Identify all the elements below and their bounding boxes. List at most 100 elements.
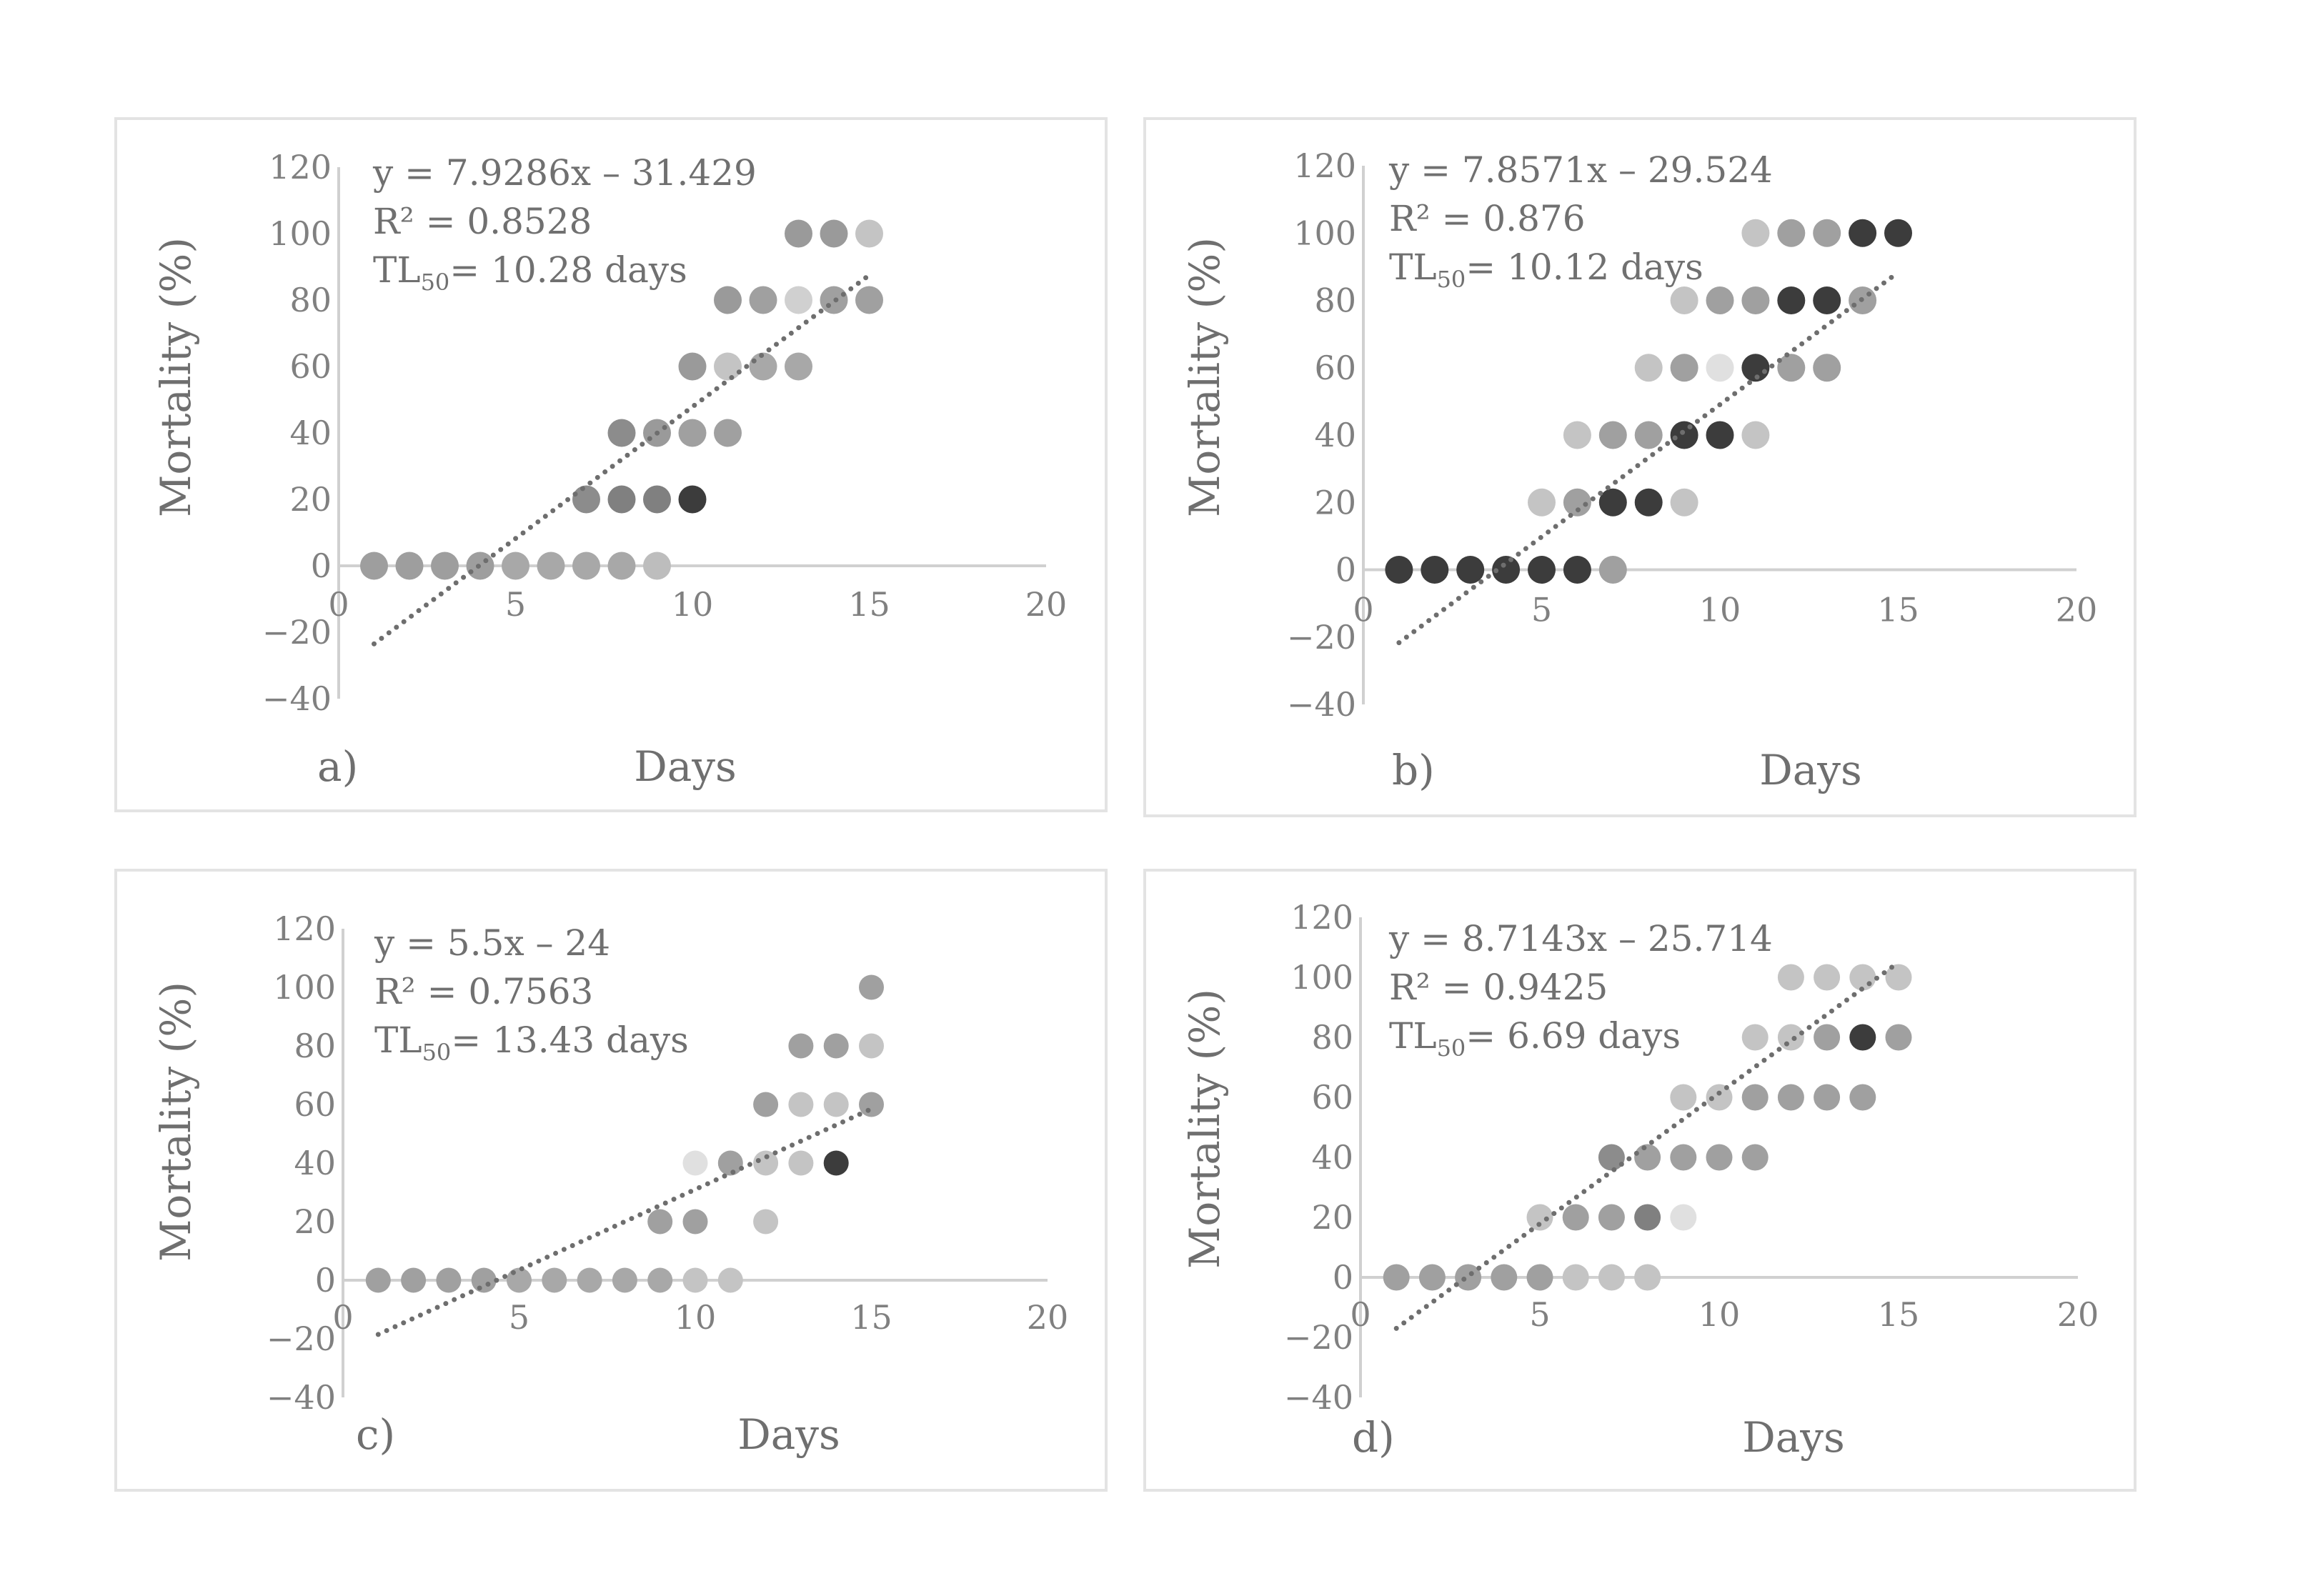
chart-c-y-axis-label: Mortality (%) — [151, 982, 200, 1262]
chart-a-point — [855, 219, 883, 248]
chart-c-point — [612, 1267, 637, 1293]
chart-b-point — [1741, 219, 1770, 247]
chart-b-y-tick-label: 0 — [1335, 551, 1356, 589]
chart-a-x-tick-label: 10 — [672, 585, 714, 624]
chart-b-point — [1563, 556, 1591, 584]
chart-d-point — [1455, 1264, 1482, 1291]
chart-a-point — [785, 352, 812, 381]
chart-c-x-tick-label: 0 — [332, 1298, 353, 1337]
chart-c-tl50: TL50= 13.43 days — [374, 1019, 689, 1066]
chart-b-panel-label: b) — [1392, 746, 1435, 794]
chart-b-equation: y = 7.8571x – 29.524 — [1389, 149, 1773, 191]
chart-c-y-tick-label: 120 — [273, 909, 336, 948]
chart-c-point — [823, 1033, 849, 1059]
chart-d-point — [1849, 1084, 1876, 1111]
chart-a-y-tick-label: −20 — [262, 613, 332, 652]
chart-d-y-tick-label: 80 — [1311, 1018, 1353, 1057]
chart-d-y-tick-label: −20 — [1284, 1318, 1353, 1357]
chart-a-annotation: y = 7.9286x – 31.429 R² = 0.8528 TL50= 1… — [373, 149, 757, 306]
chart-a-point — [395, 552, 424, 580]
chart-d-x-tick-label: 15 — [1878, 1295, 1920, 1334]
chart-c-point — [753, 1092, 779, 1117]
chart-d-x-tick-label: 5 — [1529, 1295, 1550, 1334]
chart-c-y-tick-label: 0 — [315, 1261, 336, 1300]
chart-c-point — [577, 1267, 602, 1293]
chart-d-point — [1741, 1024, 1769, 1051]
chart-d-point — [1526, 1204, 1553, 1231]
chart-b-y-axis-label: Mortality (%) — [1180, 237, 1229, 517]
chart-a-y-tick-label: 80 — [289, 281, 332, 319]
chart-d-x-tick-label: 20 — [2057, 1295, 2099, 1334]
chart-b-y-tick-label: −20 — [1287, 618, 1356, 657]
chart-a-point — [607, 419, 636, 447]
chart-a-equation: y = 7.9286x – 31.429 — [373, 152, 757, 194]
chart-b-x-tick-label: 5 — [1531, 591, 1552, 629]
chart-a-point — [678, 419, 707, 447]
chart-b-point — [1563, 488, 1591, 517]
chart-c-x-tick-label: 15 — [850, 1298, 892, 1337]
chart-c-point — [507, 1267, 532, 1293]
chart-b-point — [1706, 286, 1734, 314]
chart-d-point — [1777, 1084, 1804, 1111]
chart-a-point — [502, 552, 529, 580]
chart-b-point — [1385, 556, 1413, 584]
chart-d-point — [1562, 1204, 1589, 1231]
chart-c-panel-label: c) — [356, 1410, 395, 1459]
chart-b-point — [1813, 286, 1841, 314]
chart-c-r-squared: R² = 0.7563 — [374, 971, 594, 1012]
chart-a-x-tick-label: 5 — [505, 585, 526, 624]
chart-d-point — [1526, 1264, 1553, 1291]
chart-d-point — [1670, 1084, 1697, 1111]
chart-b-point — [1741, 354, 1770, 382]
chart-a-point — [785, 219, 812, 248]
chart-d-x-tick-label: 0 — [1350, 1295, 1371, 1334]
chart-b-point — [1421, 556, 1449, 584]
chart-a-x-axis-label: Days — [634, 742, 737, 791]
chart-c-trendline — [375, 1106, 874, 1337]
chart-b-y-tick-label: 120 — [1293, 146, 1356, 185]
chart-c-point — [753, 1209, 779, 1235]
chart-d-y-tick-label: 40 — [1311, 1138, 1353, 1177]
chart-a-x-tick-label: 0 — [328, 585, 349, 624]
chart-b-y-tick-label: 60 — [1314, 349, 1356, 387]
chart-c-y-tick-label: 40 — [294, 1144, 336, 1182]
chart-c-x-axis-label: Days — [737, 1410, 840, 1459]
chart-b-y-tick-label: 100 — [1293, 214, 1356, 252]
chart-d-point — [1670, 1144, 1697, 1171]
chart-a-panel-label: a) — [317, 742, 358, 791]
chart-a-point — [431, 552, 459, 580]
chart-a-y-tick-label: −40 — [262, 679, 332, 718]
chart-a-point — [678, 352, 707, 381]
chart-d-point — [1741, 1084, 1769, 1111]
chart-c-y-tick-label: 20 — [294, 1202, 336, 1241]
chart-a-point — [537, 552, 565, 580]
chart-panel-a: −40 −20 0 20 40 60 80 100 120 0 5 10 15 20 Days Mortali… — [114, 117, 1108, 812]
chart-a-point — [820, 219, 848, 248]
chart-b-x-tick-label: 20 — [2056, 591, 2098, 629]
chart-b-point — [1492, 556, 1521, 584]
chart-d-x-tick-label: 10 — [1698, 1295, 1741, 1334]
chart-a-point — [607, 552, 636, 580]
chart-b-r-squared: R² = 0.876 — [1389, 198, 1586, 239]
chart-a-point — [360, 552, 388, 580]
chart-panel-d: −40 −20 0 20 40 60 80 100 120 0 5 10 15 20 Days Mortali… — [1143, 869, 2137, 1492]
chart-c-point — [682, 1267, 708, 1293]
chart-d-point — [1741, 1144, 1769, 1171]
chart-d-point — [1598, 1264, 1625, 1291]
chart-c-point — [788, 1150, 814, 1176]
chart-c-point — [401, 1267, 427, 1293]
chart-a-x-tick-label: 15 — [848, 585, 890, 624]
chart-d-point — [1814, 964, 1841, 991]
chart-c-point — [647, 1209, 673, 1235]
chart-a-point — [785, 286, 812, 314]
chart-d-point — [1418, 1264, 1446, 1291]
chart-a-y-tick-label: 20 — [289, 480, 332, 519]
chart-c-point — [788, 1033, 814, 1059]
chart-b-x-axis-label: Days — [1759, 746, 1862, 794]
chart-d-point — [1706, 1144, 1733, 1171]
chart-d-tl50: TL50= 6.69 days — [1389, 1015, 1681, 1062]
chart-d-y-tick-label: 20 — [1311, 1198, 1353, 1237]
chart-d-point — [1598, 1144, 1625, 1171]
